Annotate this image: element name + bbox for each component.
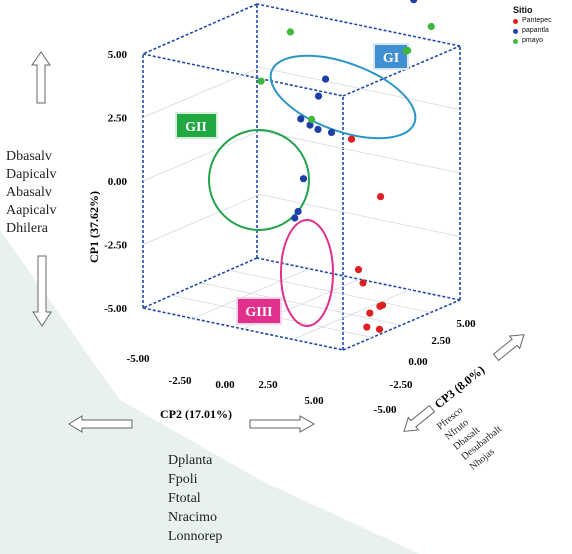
cp2-variable: Dplanta [168,453,213,468]
cp2-tick-labels: -5.00 -2.50 0.00 2.50 5.00 [127,353,325,407]
point-pantepec [366,309,374,317]
point-papantla [299,175,308,183]
cp2-variable-list: Dplanta Fpoli Ftotal Nracimo Lonnorep [168,451,222,546]
cp1-variable: Aapicalv [6,203,57,218]
grid-line [142,67,261,118]
cp2-variable: Nracimo [168,510,217,525]
legend-swatch [513,28,518,34]
point-pantepec [354,266,363,274]
cp1-variable: Abasalv [6,185,52,200]
point-papantla [410,0,418,4]
grid-line [259,67,461,110]
legend-swatch [513,18,518,24]
cp2-tick-label: -5.00 [127,353,150,365]
cp1-tick-label: -5.00 [104,303,127,315]
group-gi-tag: GI [373,43,409,70]
legend-item-pmayo: pmayo [513,36,552,46]
point-pantepec [377,193,385,201]
point-pantepec [376,302,384,310]
cp3-tick-label: -2.50 [390,379,413,391]
point-papantla [314,125,322,133]
point-pmayo [427,22,435,31]
cp1-tick-label: 5.00 [108,49,128,61]
cp3-tick-label: 5.00 [456,318,476,330]
grid-line [201,282,402,326]
point-pmayo [286,28,294,36]
box-edge [342,45,461,97]
cp3-arrow-lower [403,404,436,432]
point-pmayo [257,77,265,85]
cp1-variable: Dbasalv [6,149,52,164]
cp2-variable: Ftotal [168,491,201,506]
grid-line [142,194,261,245]
legend-label: papantla [522,27,549,34]
group-gii-ellipse [208,129,310,231]
cp2-tick-label: 2.50 [258,379,278,391]
cp1-variable-list: Dbasalv Dapicalv Abasalv Aapicalv Dhiler… [6,148,57,238]
point-pantepec [375,325,384,333]
point-papantla [294,207,302,216]
grid-line [292,289,411,340]
point-pantepec [359,279,367,287]
background-wash [0,230,420,554]
point-pmayo [308,115,316,123]
box-edge [256,3,461,47]
box-edge [142,3,258,55]
cp1-arrow-up [31,51,51,104]
cp3-tick-label: 2.50 [431,335,451,347]
point-pmayo [404,46,412,55]
cp2-tick-label: -2.50 [169,375,192,387]
cp1-variable: Dhilera [6,221,48,236]
legend-item-papantla: papantla [513,26,552,36]
cp2-tick-label: 5.00 [304,395,324,407]
cp2-axis-title: CP2 (17.01%) [160,407,232,421]
group-giii-label: GIII [245,305,272,320]
legend: Sitio Pantepec papantla pmayo [513,5,552,46]
point-pantepec [363,323,371,331]
point-papantla [306,121,314,129]
cp1-arrow-down [32,255,52,327]
legend-title: Sitio [513,5,533,15]
cp1-tick-label: -2.50 [104,240,127,252]
cp2-variable: Lonnorep [168,529,223,544]
data-points [257,0,435,333]
box-edge [342,299,461,351]
legend-swatch [513,38,518,44]
group-gii-tag: GII [175,112,218,139]
cp3-axis-title: CP3 (8.0%) [432,363,487,412]
cp2-arrow-right [249,415,316,433]
point-papantla [291,214,299,222]
cp3-tick-labels: -5.00 -2.50 0.002.50 5.00 [374,318,477,416]
cp1-axis-title: CP1 (37.62%) [87,191,101,263]
point-papantla [297,115,305,123]
cp2-variable: Fpoli [168,472,198,487]
cp2-tick-label: 0.00 [215,379,235,391]
grid-line [259,130,461,174]
point-papantla [322,75,330,83]
point-pantepec [347,135,356,143]
box-edge [256,257,461,301]
point-papantla [314,92,323,100]
legend-label: Pantepec [522,17,552,24]
cp1-variable: Dapicalv [6,167,57,182]
group-giii-ellipse [280,219,334,327]
cp1-tick-label: 2.50 [108,113,128,125]
group-giii-tag: GIII [236,297,282,325]
cp3-tick-label: -5.00 [374,404,397,416]
cp2-arrow-left [68,415,133,433]
cp1-tick-labels: -5.00 -2.50 0.00 2.50 5.00 [104,49,127,315]
legend-item-pantepec: Pantepec [513,16,552,26]
legend-label: pmayo [522,37,544,44]
group-gii-label: GII [185,120,207,135]
point-papantla [327,128,336,137]
cp1-tick-label: 0.00 [108,176,128,188]
group-gi-label: GI [383,51,399,66]
grid-line [259,194,461,237]
cp3-tick-label: 0.00 [408,356,428,368]
cp3-arrow-upper [492,334,525,362]
box-edge [142,257,258,309]
grid-line [142,130,261,182]
